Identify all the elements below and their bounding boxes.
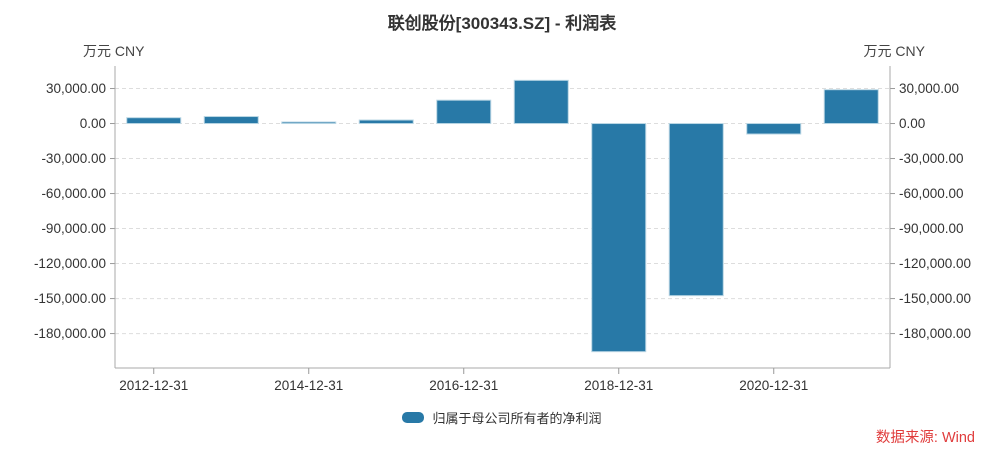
y-tick-label-left: -150,000.00: [34, 291, 106, 306]
y-axis-unit-right: 万元 CNY: [863, 43, 925, 59]
bar-2018-12-31[interactable]: [591, 123, 647, 353]
y-axis-unit-left: 万元 CNY: [83, 43, 145, 59]
bar-2019-12-31[interactable]: [668, 123, 724, 297]
y-tick-label-left: 0.00: [80, 116, 106, 131]
y-tick-label-right: -90,000.00: [899, 221, 964, 236]
bar-2020-12-31[interactable]: [746, 123, 802, 135]
y-tick-label-left: -180,000.00: [34, 326, 106, 341]
y-tick-label-right: -30,000.00: [899, 151, 964, 166]
x-tick-label: 2012-12-31: [119, 378, 188, 393]
y-tick-label-right: -120,000.00: [899, 256, 971, 271]
y-tick-label-right: -180,000.00: [899, 326, 971, 341]
y-tick-label-left: 30,000.00: [46, 81, 106, 96]
bar-2012-12-31[interactable]: [126, 117, 182, 125]
y-tick-label-right: 0.00: [899, 116, 925, 131]
y-tick-label-left: -120,000.00: [34, 256, 106, 271]
y-tick-label-left: -30,000.00: [41, 151, 106, 166]
bar-2014-12-31[interactable]: [281, 121, 337, 125]
legend-label: 归属于母公司所有者的净利润: [432, 411, 602, 426]
x-tick-label: 2014-12-31: [274, 378, 343, 393]
y-tick-label-right: -60,000.00: [899, 186, 964, 201]
x-tick-label: 2020-12-31: [739, 378, 808, 393]
x-tick-label: 2016-12-31: [429, 378, 498, 393]
y-tick-label-left: -60,000.00: [41, 186, 106, 201]
bar-2017-12-31[interactable]: [513, 79, 569, 125]
y-tick-label-right: 30,000.00: [899, 81, 959, 96]
data-source-note: 数据来源: Wind: [875, 430, 975, 446]
legend-item-net-profit[interactable]: 归属于母公司所有者的净利润: [0, 408, 1004, 427]
bar-2021-12-31[interactable]: [823, 89, 879, 125]
y-tick-label-left: -90,000.00: [41, 221, 106, 236]
y-tick-label-right: -150,000.00: [899, 291, 971, 306]
chart-title: 联创股份[300343.SZ] - 利润表: [387, 14, 617, 33]
bar-2015-12-31[interactable]: [358, 119, 414, 125]
bar-2016-12-31[interactable]: [436, 99, 492, 125]
bar-2013-12-31[interactable]: [203, 116, 259, 125]
x-tick-label: 2018-12-31: [584, 378, 653, 393]
legend-swatch-icon: [402, 412, 425, 423]
